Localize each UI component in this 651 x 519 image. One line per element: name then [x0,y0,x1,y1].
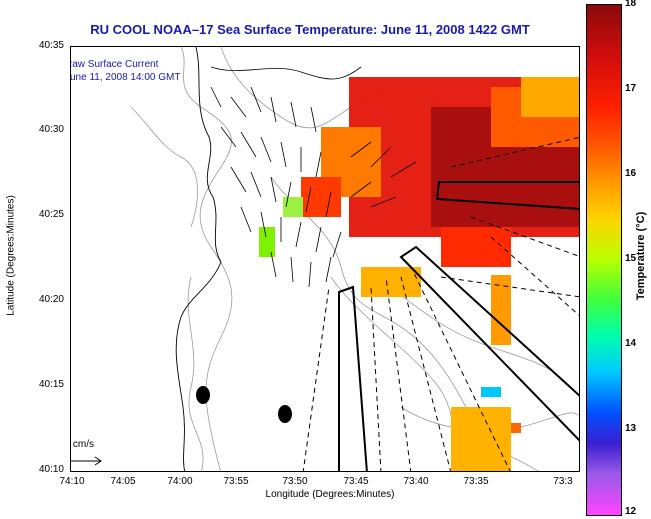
zone-line [338,285,368,471]
current-vectors [210,86,417,288]
buoy-marker [278,405,292,423]
current-vector [240,206,342,258]
contour-line [130,106,198,228]
zone-polygon [435,181,579,210]
sst-patch [259,227,275,257]
current-legend-line1: Raw Surface Current [70,59,159,70]
sst-patches [259,77,579,471]
y-axis-label: Latitude (Degrees:Minutes) [5,195,17,316]
sst-patch [521,77,579,117]
current-vector [270,251,332,288]
map-plot-area: Raw Surface Current June 11, 2008 14:00 … [70,46,580,472]
x-tick-label: 74:05 [110,476,136,487]
coastline [175,47,222,471]
current-vector [230,166,332,218]
scale-arrow [71,456,102,466]
zone-line [302,136,579,471]
x-tick-label: 74:00 [167,476,193,487]
current-legend-line2: June 11, 2008 14:00 GMT [70,72,181,83]
colorbar-tick-label: 18 [625,0,637,9]
y-tick-label: 40:20 [38,294,64,305]
y-tick-label: 40:15 [38,379,64,390]
temperature-colorbar [586,4,622,516]
colorbar-label: Temperature (°C) [635,211,647,301]
zone-polygon [399,245,579,442]
contour-line [330,276,462,471]
sst-patch [491,275,511,345]
x-tick-label: 73:35 [463,476,489,487]
scale-arrow-shaft [71,456,102,466]
x-tick-label: 73:45 [343,476,369,487]
map-title: RU COOL NOAA–17 Sea Surface Temperature:… [90,22,530,37]
sst-patch [361,267,421,297]
sst-patch [283,197,303,217]
contour-line [187,276,204,471]
colorbar-tick-label: 12 [625,506,637,517]
colorbar-tick-label: 17 [625,83,637,94]
x-tick-label: 73:55 [223,476,249,487]
coastline [210,66,362,80]
current-vector [220,126,322,178]
sst-patch [511,423,521,433]
sst-patch [451,407,511,471]
y-tick-label: 40:25 [38,209,64,220]
colorbar-tick-label: 16 [625,168,637,179]
x-tick-label: 73:40 [403,476,429,487]
current-vector [210,86,317,133]
map-canvas [130,47,579,471]
sst-patch [441,227,511,267]
sst-patch [481,387,501,397]
buoy-marker [196,386,210,404]
x-tick-label: 73:50 [282,476,308,487]
current-vector [350,141,417,208]
scale-label: 50 cm/s [71,439,95,450]
y-tick-label: 40:35 [38,40,64,51]
sst-patch [301,177,341,217]
y-tick-label: 40:30 [38,124,64,135]
y-tick-label: 40:10 [38,464,64,475]
contour-line [180,47,233,471]
zone-outlines [302,136,579,471]
x-tick-label: 73:3 [553,476,573,487]
x-tick-label: 74:10 [59,476,85,487]
colorbar-tick-label: 15 [625,253,637,264]
colorbar-tick-label: 13 [625,423,637,434]
colorbar-tick-label: 14 [625,338,637,349]
x-axis-label: Longitude (Degrees:Minutes) [265,489,395,500]
